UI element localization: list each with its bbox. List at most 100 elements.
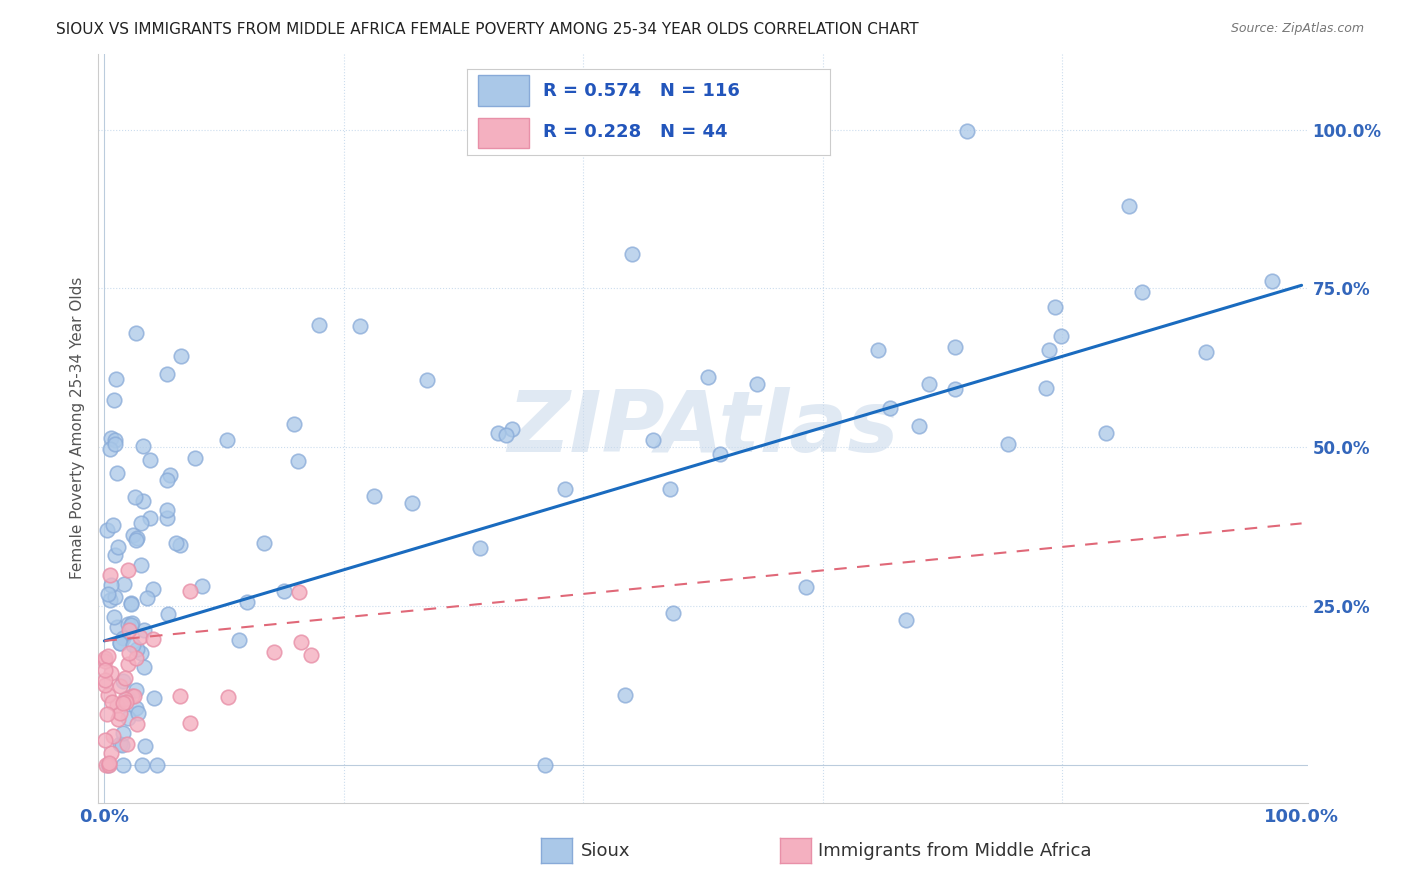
Text: Immigrants from Middle Africa: Immigrants from Middle Africa: [818, 842, 1092, 860]
Point: [470, 541, 492, 555]
Point: [125, 651, 148, 665]
Point: [696, 370, 718, 384]
Point: [108, 706, 131, 721]
Point: [287, 454, 309, 468]
Point: [97, 757, 120, 772]
Point: [191, 579, 214, 593]
Text: Source: ZipAtlas.com: Source: ZipAtlas.com: [1230, 22, 1364, 36]
Point: [94, 663, 117, 677]
Point: [1035, 381, 1057, 395]
Point: [112, 577, 135, 591]
Text: SIOUX VS IMMIGRANTS FROM MIDDLE AFRICA FEMALE POVERTY AMONG 25-34 YEAR OLDS CORR: SIOUX VS IMMIGRANTS FROM MIDDLE AFRICA F…: [56, 22, 920, 37]
Point: [534, 757, 557, 772]
Point: [120, 618, 142, 632]
Point: [134, 739, 156, 754]
Point: [217, 433, 239, 447]
Point: [157, 607, 180, 622]
Point: [156, 473, 179, 487]
Point: [97, 757, 120, 772]
Point: [401, 496, 423, 510]
Point: [169, 538, 191, 552]
Point: [108, 636, 131, 650]
Point: [127, 706, 149, 720]
Point: [495, 427, 517, 442]
Point: [1050, 329, 1073, 343]
Point: [122, 690, 145, 704]
Point: [131, 493, 153, 508]
Point: [117, 617, 139, 632]
Point: [614, 689, 637, 703]
Text: Sioux: Sioux: [581, 842, 630, 860]
Point: [217, 690, 239, 704]
Point: [747, 376, 769, 391]
Point: [111, 631, 134, 645]
Point: [879, 401, 901, 416]
Point: [290, 634, 312, 648]
Point: [107, 540, 129, 554]
Point: [866, 343, 889, 358]
Point: [308, 318, 330, 333]
Point: [165, 536, 187, 550]
Point: [101, 695, 124, 709]
Point: [111, 738, 134, 752]
Point: [94, 678, 117, 692]
Point: [121, 527, 143, 541]
Point: [156, 367, 179, 381]
Point: [287, 585, 309, 599]
Point: [96, 707, 118, 722]
Point: [108, 679, 131, 693]
Point: [136, 591, 159, 605]
Point: [1195, 344, 1218, 359]
Point: [121, 689, 143, 703]
Point: [179, 584, 201, 599]
Point: [124, 701, 146, 715]
Point: [101, 517, 124, 532]
Point: [94, 651, 117, 665]
Point: [662, 121, 685, 136]
Point: [127, 531, 149, 545]
Point: [97, 648, 120, 663]
Point: [115, 691, 138, 706]
Point: [139, 511, 162, 525]
Point: [794, 580, 817, 594]
Point: [100, 746, 122, 760]
Point: [100, 577, 122, 591]
Point: [1095, 425, 1118, 440]
Point: [105, 466, 128, 480]
Point: [486, 426, 509, 441]
Point: [1261, 274, 1284, 288]
Point: [129, 646, 152, 660]
Point: [943, 382, 966, 396]
Point: [554, 483, 576, 497]
Point: [101, 729, 124, 743]
Point: [108, 737, 131, 751]
Point: [956, 123, 979, 137]
Point: [117, 711, 139, 725]
Point: [273, 584, 295, 599]
Point: [156, 503, 179, 517]
Point: [997, 436, 1019, 450]
Text: ZIPAtlas: ZIPAtlas: [508, 386, 898, 470]
Point: [103, 393, 125, 408]
Point: [283, 417, 305, 431]
Point: [97, 587, 120, 601]
Point: [253, 535, 276, 549]
Point: [122, 638, 145, 652]
Point: [641, 434, 664, 448]
Point: [118, 647, 141, 661]
Point: [132, 660, 155, 674]
Point: [98, 756, 121, 770]
Point: [662, 606, 685, 620]
Point: [94, 757, 117, 772]
Point: [131, 757, 153, 772]
Point: [156, 510, 179, 524]
Point: [1045, 300, 1067, 314]
Point: [142, 582, 165, 597]
Point: [1038, 343, 1060, 357]
Point: [112, 757, 135, 772]
Point: [179, 716, 201, 731]
Point: [159, 468, 181, 483]
Point: [98, 442, 121, 456]
Point: [908, 419, 931, 434]
Point: [100, 665, 122, 680]
